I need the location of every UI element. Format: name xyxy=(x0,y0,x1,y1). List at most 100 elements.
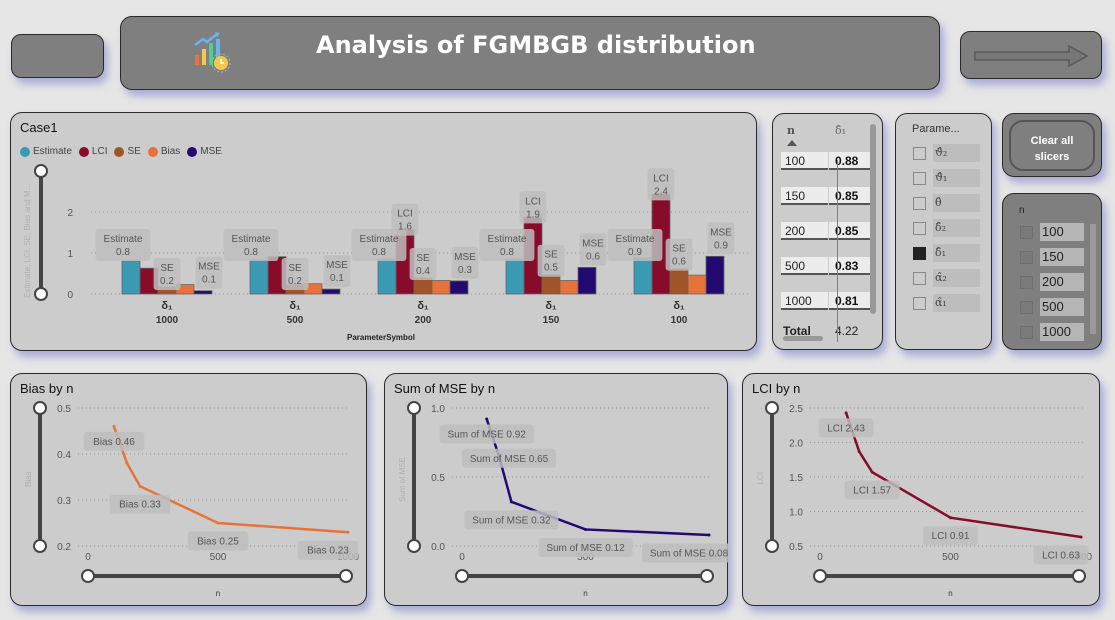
next-page-button[interactable] xyxy=(960,31,1102,79)
legend-item-lci[interactable]: LCI xyxy=(78,146,107,157)
slider-handle[interactable] xyxy=(1072,569,1086,583)
slider-handle[interactable] xyxy=(34,287,48,301)
checkbox[interactable] xyxy=(1020,250,1033,264)
column-header-n[interactable]: n xyxy=(787,124,795,137)
slicer-item[interactable]: 150 xyxy=(1020,248,1084,266)
checkbox[interactable] xyxy=(913,171,926,185)
y-tick-label: 0 xyxy=(67,290,73,301)
slider-handle[interactable] xyxy=(34,164,48,178)
data-label: MSE xyxy=(582,238,604,249)
slicer-item[interactable]: 100 xyxy=(1020,223,1084,241)
slider-handle[interactable] xyxy=(339,569,353,583)
checkbox[interactable] xyxy=(1020,225,1033,239)
data-label: 0.8 xyxy=(372,247,386,258)
x-tick-label-top: δ₁ xyxy=(161,300,173,312)
checkbox[interactable] xyxy=(913,271,926,285)
slicer-item[interactable]: 1000 xyxy=(1020,323,1084,341)
data-label: LCI 0.91 xyxy=(932,531,970,542)
legend-label: SE xyxy=(127,146,141,157)
slicer-scrollbar[interactable] xyxy=(1090,224,1096,334)
slicer-item[interactable]: α̂₁ xyxy=(913,294,980,312)
data-label: 0.4 xyxy=(416,266,430,277)
table: n δ̂₁ 100 0.88 150 0.85 200 0.85 500 0.83 10… xyxy=(781,122,871,342)
data-label: SE xyxy=(672,244,686,255)
legend-dot xyxy=(147,146,158,157)
back-button[interactable] xyxy=(11,34,104,78)
checkbox-checked[interactable] xyxy=(913,246,926,260)
slider-handle[interactable] xyxy=(455,569,469,583)
data-point xyxy=(857,449,861,453)
cell-n: 200 xyxy=(781,222,828,240)
legend-item-se[interactable]: SE xyxy=(114,146,141,157)
data-label-bg xyxy=(451,246,479,279)
slider-handle[interactable] xyxy=(813,569,827,583)
slider-handle[interactable] xyxy=(765,539,779,553)
chart-title: Sum of MSE by n xyxy=(394,381,496,396)
data-label: 0.2 xyxy=(160,276,174,287)
data-label: Sum of MSE 0.92 xyxy=(448,430,527,441)
slider-handle[interactable] xyxy=(33,539,47,553)
table-header: n δ̂₁ xyxy=(781,122,871,152)
slicer-item[interactable]: δ̂₂ xyxy=(913,219,980,237)
data-label: LCI xyxy=(653,173,669,184)
legend-dot xyxy=(114,146,125,157)
cell-value: 0.85 xyxy=(829,187,871,205)
bar-estimate xyxy=(249,259,269,295)
checkbox[interactable] xyxy=(1020,325,1033,339)
column-header-value[interactable]: δ̂₁ xyxy=(835,124,847,137)
slicer-item[interactable]: 500 xyxy=(1020,298,1084,316)
x-tick-label: 500 xyxy=(577,552,594,563)
x-tick-label-top: δ₁ xyxy=(545,300,557,312)
checkbox[interactable] xyxy=(1020,300,1033,314)
slicer-item[interactable]: α̂₂ xyxy=(913,269,980,287)
data-label: Estimate xyxy=(488,234,527,245)
data-label-bg xyxy=(537,244,565,277)
data-point xyxy=(509,500,513,504)
slider-handle[interactable] xyxy=(407,401,421,415)
table-row[interactable]: 150 0.85 xyxy=(781,187,871,222)
legend-dot xyxy=(20,146,30,157)
slider-handle[interactable] xyxy=(407,539,421,553)
data-label: 0.6 xyxy=(672,257,686,268)
slider-handle[interactable] xyxy=(33,401,47,415)
checkbox[interactable] xyxy=(913,296,926,310)
analytics-chart-icon xyxy=(194,32,231,73)
data-point xyxy=(949,516,952,520)
slicer-item[interactable]: θ̂ xyxy=(913,194,980,212)
legend-item-estimate[interactable]: Estimate xyxy=(20,146,72,157)
checkbox[interactable] xyxy=(913,196,926,210)
table-row[interactable]: 500 0.83 xyxy=(781,257,871,292)
slicer-item[interactable]: ϑ̂₂ xyxy=(913,144,980,162)
data-label-bg xyxy=(642,543,729,563)
checkbox[interactable] xyxy=(1020,275,1033,289)
checkbox[interactable] xyxy=(913,146,926,160)
checkbox[interactable] xyxy=(913,221,926,235)
slicer-item[interactable]: δ̂₁ xyxy=(913,244,980,262)
table-row[interactable]: 100 0.88 xyxy=(781,152,871,187)
x-tick-label: 0 xyxy=(85,552,91,563)
data-label-bg xyxy=(195,256,223,289)
x-tick-label: 100 xyxy=(671,315,688,326)
slider-handle[interactable] xyxy=(700,569,714,583)
total-value: 4.22 xyxy=(835,324,859,338)
legend-item-bias[interactable]: Bias xyxy=(147,146,181,157)
title-bar: Analysis of FGMBGB distribution xyxy=(120,16,940,90)
slider-handle[interactable] xyxy=(765,401,779,415)
slider-handle[interactable] xyxy=(81,569,95,583)
horizontal-scrollbar[interactable] xyxy=(783,336,823,341)
clear-all-slicers-button[interactable]: Clear all slicers xyxy=(1009,120,1095,171)
slicer-item[interactable]: 200 xyxy=(1020,273,1084,291)
y-tick-label: 0.5 xyxy=(57,404,71,415)
bar-estimate xyxy=(121,260,141,295)
slicer-item[interactable]: ϑ̂₁ xyxy=(913,169,980,187)
data-label: 0.8 xyxy=(244,247,258,258)
cell-n: 100 xyxy=(781,152,828,170)
legend-item-mse[interactable]: MSE xyxy=(187,146,222,157)
table-row[interactable]: 200 0.85 xyxy=(781,222,871,257)
legend-label: Bias xyxy=(160,146,181,157)
vertical-scrollbar[interactable] xyxy=(870,124,876,314)
y-tick-label: 0.0 xyxy=(431,542,445,553)
table-row[interactable]: 1000 0.81 xyxy=(781,292,871,327)
